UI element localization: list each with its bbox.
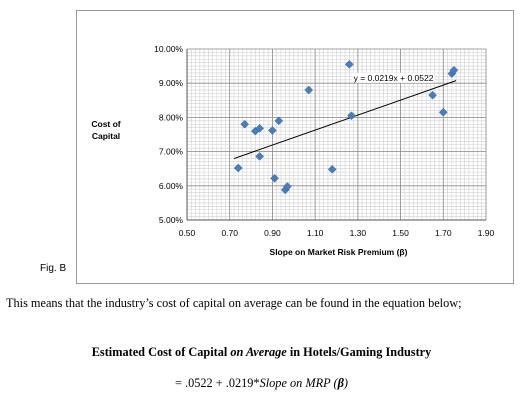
x-axis-title: Slope on Market Risk Premium (β) (270, 247, 408, 257)
trendline (233, 80, 457, 160)
figure-label: Fig. B (40, 263, 67, 274)
x-tick-label: 0.90 (264, 228, 281, 238)
x-tick-label: 1.70 (435, 228, 452, 238)
data-point (428, 90, 437, 100)
formula-italic: Slope on MRP ( (259, 376, 338, 390)
data-point (347, 111, 356, 121)
data-point (327, 165, 337, 174)
equation-title-prefix: Estimated Cost of Capital (91, 345, 231, 359)
equation-title: Estimated Cost of Capital on Average in … (0, 345, 523, 360)
y-tick-label: 5.00% (159, 215, 184, 225)
scatter-chart: 0.50 0.70 0.90 1.10 1.30 1.50 1.70 1.90 5.00% 6.0… (91, 44, 495, 257)
data-point (268, 126, 277, 135)
data-point (240, 119, 250, 129)
y-axis-title-line: Capital (92, 131, 120, 141)
y-tick-label: 9.00% (159, 78, 184, 88)
equation-formula: = .0522 + .0219*Slope on MRP (β) (0, 376, 523, 391)
formula-suffix: ) (343, 376, 348, 390)
y-tick-label: 7.00% (159, 147, 184, 157)
body-paragraph: This means that the industry’s cost of c… (6, 296, 462, 310)
data-point (233, 163, 243, 173)
trendline-equation-label: y = 0.0219x + 0.0522 (354, 73, 434, 83)
y-axis-title-line: Cost of (91, 119, 120, 129)
data-point (255, 152, 264, 161)
x-tick-label: 0.70 (221, 228, 238, 238)
x-tick-label: 0.50 (179, 228, 196, 238)
formula-beta: β (337, 376, 344, 390)
equation-title-suffix: in Hotels/Gaming Industry (286, 345, 432, 359)
data-point (270, 173, 279, 183)
trendline-label-background (352, 72, 435, 83)
data-point (344, 60, 354, 69)
equation-title-italic: on Average (230, 345, 287, 359)
x-tick-label: 1.30 (350, 228, 367, 238)
y-tick-label: 10.00% (154, 44, 183, 54)
y-tick-label: 8.00% (159, 112, 184, 122)
data-point (304, 85, 314, 95)
y-tick-label: 6.00% (159, 181, 184, 191)
x-tick-label: 1.50 (392, 228, 409, 238)
data-point (449, 65, 459, 75)
data-point (255, 123, 264, 133)
chart-frame: 0.50 0.70 0.90 1.10 1.30 1.50 1.70 1.90 5.00% 6.0… (76, 10, 514, 284)
formula-prefix: = .0522 + .0219* (175, 376, 260, 390)
data-point (283, 182, 292, 191)
data-point (438, 107, 448, 117)
data-point (274, 116, 284, 126)
x-tick-label: 1.10 (307, 228, 324, 238)
x-tick-label: 1.90 (478, 228, 495, 238)
